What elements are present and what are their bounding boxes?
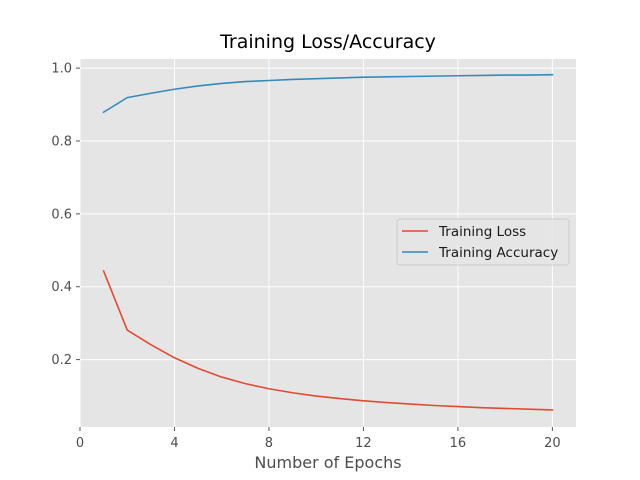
legend-box xyxy=(396,218,570,266)
series-lines xyxy=(102,73,554,411)
x-axis-label: Number of Epochs xyxy=(254,453,401,472)
x-tick-label: 4 xyxy=(170,436,178,451)
gridlines xyxy=(79,59,576,427)
legend-label: Training Loss xyxy=(438,224,526,240)
x-tick-label: 16 xyxy=(450,436,467,451)
y-tick-label: 0.2 xyxy=(51,353,72,368)
x-tick-label: 8 xyxy=(265,436,273,451)
series-line-training-loss xyxy=(102,270,554,411)
y-tick-label: 1.0 xyxy=(51,62,72,77)
legend: Training Loss Training Accuracy xyxy=(396,218,570,266)
legend-label: Training Accuracy xyxy=(438,245,558,261)
series-line-training-accuracy xyxy=(102,73,554,114)
x-tick-label: 12 xyxy=(355,436,372,451)
chart-title: Training Loss/Accuracy xyxy=(219,31,436,53)
y-tick-label: 0.8 xyxy=(51,134,72,149)
x-tick-label: 0 xyxy=(76,436,84,451)
y-tick-label: 0.4 xyxy=(51,280,72,295)
axis-ticks: 0 4 8 12 16 20 0.2 0.4 0.6 0.8 1.0 xyxy=(51,62,560,451)
y-tick-label: 0.6 xyxy=(51,207,72,222)
x-tick-label: 20 xyxy=(544,436,561,451)
